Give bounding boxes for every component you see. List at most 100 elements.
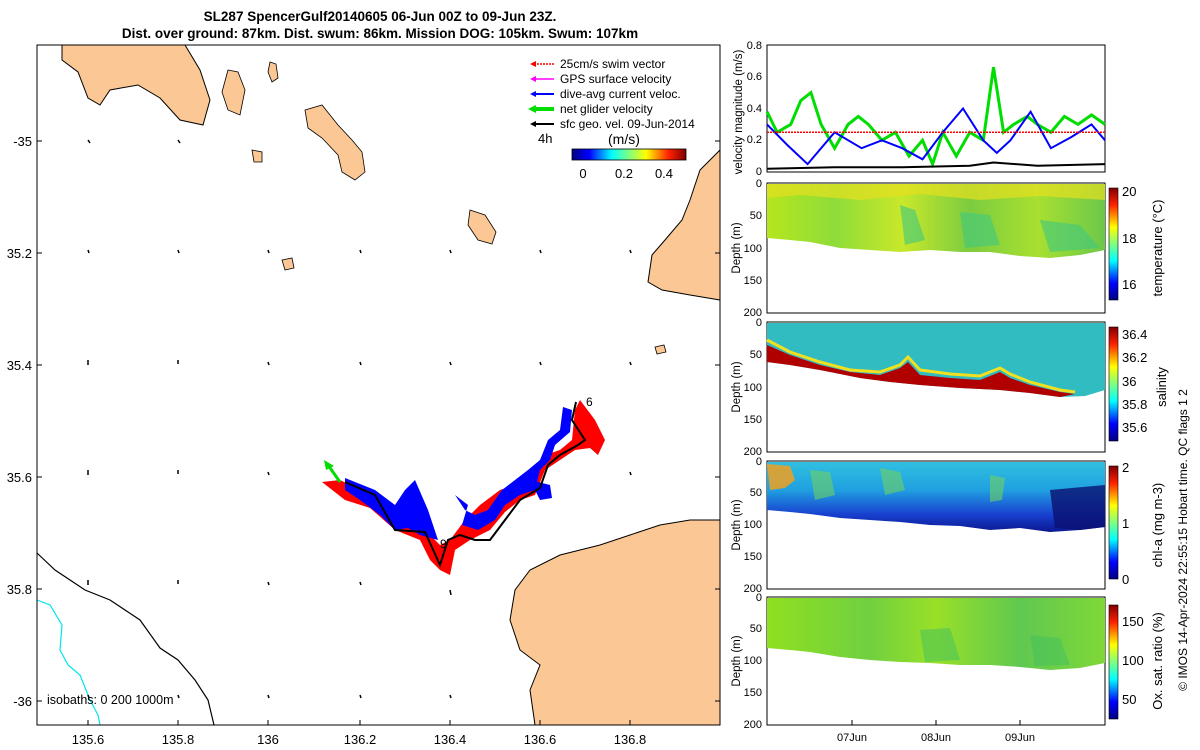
oxygen-panel: 0 50 100 150 200 Depth (m) 150 100 50 Ox…	[731, 592, 1165, 744]
depth-tick: 50	[750, 349, 762, 361]
legend-dive-avg-current: dive-avg current veloc.	[560, 87, 681, 101]
land-island-6	[251, 149, 263, 163]
oxygen-low-patch	[920, 628, 1070, 666]
vel-ytick: 0.6	[747, 71, 762, 83]
oxygen-depth-label: Depth (m)	[731, 635, 743, 686]
lon-tick-label: 135.8	[162, 732, 195, 747]
map-colorbar	[571, 148, 687, 161]
chla-cbar-tick: 2	[1122, 460, 1129, 475]
lat-tick-label: -36	[13, 694, 32, 709]
velocity-series-line-2	[766, 161, 1106, 170]
time-tick: 07Jun	[837, 732, 867, 744]
colorbar-units: (m/s)	[608, 131, 640, 147]
depth-tick: 100	[744, 243, 762, 255]
figure-title-line1: SL287 SpencerGulf20140605 06-Jun 00Z to …	[203, 9, 557, 24]
lat-tick-label: 35.8	[7, 582, 32, 597]
chla-section	[767, 462, 1105, 532]
land-island-2	[267, 61, 279, 83]
sal-cbar-tick: 35.8	[1122, 397, 1147, 412]
isobath-200m	[36, 552, 215, 726]
depth-tick: 0	[756, 317, 762, 329]
colorbar-tick: 0.2	[615, 166, 633, 181]
legend-gps-velocity: GPS surface velocity	[560, 72, 671, 86]
temperature-section	[767, 184, 1105, 258]
depth-tick: 100	[744, 519, 762, 531]
sal-cbar-tick: 36.2	[1122, 350, 1147, 365]
map-panel: 6 9 -35 35.2 35.4 35.6 35.8 -36 135.6	[7, 44, 721, 747]
time-tick: 08Jun	[921, 732, 951, 744]
lon-tick-label: 136	[257, 732, 279, 747]
land-south-coast	[509, 519, 721, 726]
isobaths-legend: isobaths: 0 200 1000m	[47, 693, 173, 707]
vel-ytick: 0.4	[747, 103, 762, 115]
depth-tick: 150	[744, 275, 762, 287]
depth-tick: 150	[744, 414, 762, 426]
velocity-series	[765, 66, 1106, 170]
ox-cbar-tick: 150	[1122, 614, 1144, 629]
time-axis: 07Jun 08Jun 09Jun	[837, 720, 1035, 744]
temperature-cbar-label: temperature (°C)	[1150, 200, 1165, 297]
velocity-series-line-0	[765, 66, 1106, 169]
land-island-3	[304, 104, 366, 181]
lat-tick-label: 35.6	[7, 470, 32, 485]
lat-tick-label: 35.2	[7, 246, 32, 261]
depth-tick: 100	[744, 382, 762, 394]
lat-tick-label: 35.4	[7, 358, 32, 373]
land-island-4	[467, 209, 497, 245]
ox-cbar-tick: 100	[1122, 653, 1144, 668]
longitude-axis: 135.6 135.8 136 136.2 136.4 136.6 136.8	[72, 720, 647, 747]
chla-low-deep	[1050, 485, 1105, 530]
sal-cbar-tick: 36.4	[1122, 327, 1147, 342]
velocity-series-line-1	[766, 106, 1106, 166]
temperature-depth-label: Depth (m)	[731, 222, 743, 273]
depth-tick: 200	[744, 446, 762, 458]
chla-cbar-label: chl-a (mg m-3)	[1150, 483, 1165, 568]
map-frame	[36, 44, 721, 726]
depth-tick: 50	[750, 623, 762, 635]
lon-tick-label: 136.6	[524, 732, 557, 747]
time-step-label: 4h	[538, 131, 552, 146]
chla-cbar-tick: 0	[1122, 572, 1129, 587]
land-eyre-coast-north	[647, 148, 721, 301]
dive-avg-current-fill	[345, 478, 438, 540]
depth-tick: 0	[756, 592, 762, 604]
legend-swim-vector: 25cm/s swim vector	[560, 57, 665, 71]
land-island-1	[221, 69, 246, 116]
salinity-cbar-label: salinity	[1154, 367, 1169, 407]
salinity-high-layer	[767, 345, 1075, 397]
temp-cbar-tick: 18	[1122, 231, 1136, 246]
vel-ytick: 0	[756, 166, 762, 178]
latitude-axis: -35 35.2 35.4 35.6 35.8 -36	[7, 134, 720, 709]
chla-surface-high	[767, 464, 795, 490]
depth-tick: 200	[744, 307, 762, 319]
sal-cbar-tick: 35.6	[1122, 420, 1147, 435]
vel-ytick: 0.8	[747, 40, 762, 52]
ox-cbar-tick: 50	[1122, 692, 1136, 707]
sal-cbar-tick: 36	[1122, 374, 1136, 389]
land-island-7	[654, 344, 667, 355]
legend-sfc-geo-vel: sfc geo. vel. 09-Jun-2014	[560, 117, 695, 131]
track-label-end: 9	[440, 537, 447, 551]
depth-tick: 50	[750, 487, 762, 499]
oxygen-colorbar	[1108, 604, 1119, 720]
dive-avg-current-fill-3	[530, 480, 552, 500]
temp-cbar-tick: 20	[1122, 184, 1136, 199]
lon-tick-label: 136.2	[344, 732, 377, 747]
depth-tick: 50	[750, 210, 762, 222]
vel-ytick: 0.2	[747, 134, 762, 146]
isobath-1000m	[36, 599, 101, 726]
lon-tick-label: 136.4	[434, 732, 467, 747]
lon-tick-label: 136.8	[614, 732, 647, 747]
chla-cbar-tick: 1	[1122, 516, 1129, 531]
depth-tick: 0	[756, 456, 762, 468]
salinity-panel: 0 50 100 150 200 Depth (m) 36.4 36.2 36 …	[731, 317, 1169, 458]
map-legend: 25cm/s swim vector GPS surface velocity …	[528, 57, 695, 181]
depth-tick: 200	[744, 719, 762, 731]
temp-cbar-tick: 16	[1122, 277, 1136, 292]
temperature-cool-patch	[900, 205, 1100, 252]
depth-tick: 0	[756, 178, 762, 190]
lon-tick-label: 135.6	[72, 732, 105, 747]
temperature-warm-band	[767, 184, 1105, 200]
land-island-5	[281, 257, 295, 271]
